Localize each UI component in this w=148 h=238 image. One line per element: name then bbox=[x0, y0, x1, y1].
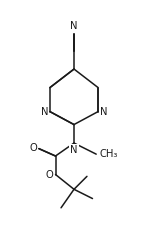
Text: N: N bbox=[41, 107, 48, 117]
Text: O: O bbox=[46, 169, 54, 179]
Text: O: O bbox=[29, 143, 37, 153]
Text: N: N bbox=[100, 107, 107, 117]
Text: N: N bbox=[70, 21, 78, 31]
Text: N: N bbox=[70, 145, 78, 155]
Text: CH₃: CH₃ bbox=[100, 149, 118, 159]
